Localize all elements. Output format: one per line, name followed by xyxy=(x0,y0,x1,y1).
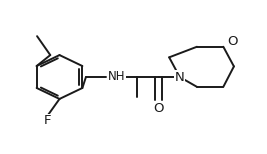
Text: O: O xyxy=(153,102,164,115)
Text: N: N xyxy=(175,71,184,83)
Text: F: F xyxy=(44,114,51,127)
Text: NH: NH xyxy=(108,70,125,83)
Text: O: O xyxy=(227,35,238,48)
